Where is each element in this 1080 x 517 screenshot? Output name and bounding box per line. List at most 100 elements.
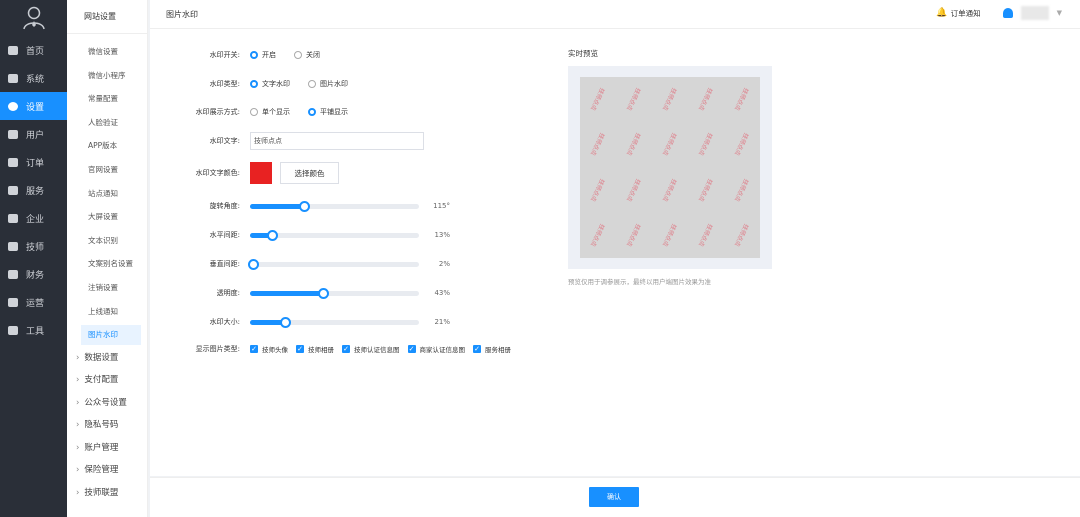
radio-circle[interactable] bbox=[250, 51, 258, 59]
slider-track[interactable] bbox=[250, 316, 419, 328]
checkbox-checked-icon[interactable]: ✓ bbox=[342, 345, 350, 353]
nav-item-8[interactable]: 财务 bbox=[0, 260, 67, 288]
checkbox-4[interactable]: ✓ 服务相册 bbox=[473, 344, 511, 354]
sub-menu-item[interactable]: 人脸验证 bbox=[88, 117, 118, 127]
bell-icon[interactable]: 🔔 bbox=[936, 8, 948, 18]
main-sidebar: 首页系统设置 用户 订单 服务企业技师财务 运营 工具 bbox=[0, 0, 67, 517]
sub-menu-item[interactable]: 文案别名设置 bbox=[88, 259, 133, 269]
sub-menu-item[interactable]: 微信小程序 bbox=[88, 70, 126, 80]
radio-switch-1[interactable]: 关闭 bbox=[294, 50, 320, 60]
sub-menu-item[interactable]: 站点通知 bbox=[88, 188, 118, 198]
color-swatch[interactable] bbox=[250, 162, 272, 184]
nav-item-4[interactable]: 订单 bbox=[0, 148, 67, 176]
choose-color-button[interactable]: 选择颜色 bbox=[280, 162, 339, 184]
checkbox-checked-icon[interactable]: ✓ bbox=[250, 345, 258, 353]
gear-icon bbox=[8, 101, 18, 111]
slider-handle[interactable] bbox=[280, 316, 292, 328]
sub-menu-group[interactable]: 隐私号码 bbox=[67, 414, 147, 437]
slider-row: 水平间距: 13% bbox=[150, 227, 450, 243]
radio-circle[interactable] bbox=[294, 51, 302, 59]
link-icon bbox=[8, 185, 18, 195]
slider-row: 旋转角度: 115° bbox=[150, 198, 450, 214]
nav-item-label: 首页 bbox=[26, 46, 45, 57]
checkbox-0[interactable]: ✓ 技师头像 bbox=[250, 344, 288, 354]
radio-switch-0[interactable]: 开启 bbox=[250, 50, 276, 60]
slider-track[interactable] bbox=[250, 287, 419, 299]
monitor-icon bbox=[8, 45, 18, 55]
sub-menu-item[interactable]: 文本识别 bbox=[88, 235, 118, 245]
nav-item-0[interactable]: 首页 bbox=[0, 36, 67, 64]
slider-handle[interactable] bbox=[298, 200, 310, 212]
username-blurred[interactable] bbox=[1020, 6, 1049, 20]
checkbox-checked-icon[interactable]: ✓ bbox=[407, 345, 416, 353]
nav-item-label: 系统 bbox=[26, 74, 45, 85]
checkbox-3[interactable]: ✓ 商家认证信息图 bbox=[407, 344, 466, 354]
slider-value: 43% bbox=[434, 289, 450, 297]
watermark-text-input[interactable] bbox=[250, 132, 424, 150]
slider-value: 21% bbox=[434, 318, 450, 326]
radio-circle[interactable] bbox=[308, 108, 316, 116]
slider-label: 旋转角度: bbox=[209, 202, 240, 210]
radio-circle[interactable] bbox=[250, 108, 258, 116]
radio-label: 文字水印 bbox=[262, 80, 290, 88]
radio-type-0[interactable]: 文字水印 bbox=[250, 79, 290, 89]
watermark-text: 技师点点 bbox=[588, 132, 606, 157]
nav-item-label: 企业 bbox=[26, 214, 45, 225]
radio-circle[interactable] bbox=[250, 80, 258, 88]
nav-item-1[interactable]: 系统 bbox=[0, 64, 67, 92]
order-notify-link[interactable]: 订单通知 bbox=[950, 8, 981, 18]
checkbox-checked-icon[interactable]: ✓ bbox=[296, 345, 304, 353]
checkbox-label: 商家认证信息图 bbox=[419, 346, 466, 354]
slider-fill bbox=[250, 232, 272, 238]
radio-circle[interactable] bbox=[308, 80, 316, 88]
nav-item-5[interactable]: 服务 bbox=[0, 176, 67, 204]
slider-handle[interactable] bbox=[317, 287, 329, 299]
slider-track[interactable] bbox=[250, 229, 419, 241]
slider-value: 2% bbox=[438, 260, 450, 268]
sub-menu-item[interactable]: APP版本 bbox=[88, 141, 118, 151]
sub-menu-group[interactable]: 数据设置 bbox=[67, 347, 147, 370]
slider-handle[interactable] bbox=[248, 258, 260, 270]
sub-menu-item[interactable]: 大屏设置 bbox=[88, 212, 118, 222]
sub-menu-item[interactable]: 微信设置 bbox=[88, 47, 118, 56]
sub-menu-group[interactable]: 账户管理 bbox=[67, 437, 147, 460]
radio-type-1[interactable]: 图片水印 bbox=[308, 79, 348, 89]
sub-menu-group[interactable]: 技师联盟 bbox=[67, 482, 147, 505]
checkbox-2[interactable]: ✓ 技师认证信息图 bbox=[342, 344, 400, 354]
radio-mode-1[interactable]: 平铺显示 bbox=[308, 107, 348, 117]
sub-menu-group[interactable]: 支付配置 bbox=[67, 369, 147, 392]
sub-menu-item[interactable]: 上线通知 bbox=[88, 306, 118, 316]
confirm-button[interactable]: 确认 bbox=[589, 487, 639, 507]
nav-item-3[interactable]: 用户 bbox=[0, 120, 67, 148]
watermark-type-row: 水印类型: 文字水印 图片水印 bbox=[209, 79, 348, 89]
watermark-text: 技师点点 bbox=[624, 132, 642, 157]
watermark-text: 技师点点 bbox=[732, 222, 750, 248]
slider-track[interactable] bbox=[250, 200, 419, 212]
slider-value: 13% bbox=[434, 231, 450, 239]
checkbox-1[interactable]: ✓ 技师相册 bbox=[296, 344, 334, 354]
slider-track[interactable] bbox=[248, 258, 419, 270]
radio-mode-0[interactable]: 单个显示 bbox=[250, 107, 290, 117]
sub-menu-item[interactable]: 图片水印 bbox=[81, 325, 141, 346]
slider-handle[interactable] bbox=[266, 229, 278, 241]
watermark-text: 技师点点 bbox=[660, 177, 678, 203]
sub-menu-group[interactable]: 公众号设置 bbox=[67, 392, 147, 415]
nav-item-7[interactable]: 技师 bbox=[0, 232, 67, 260]
chevron-down-icon[interactable]: ▼ bbox=[1056, 9, 1062, 17]
nav-item-label: 技师 bbox=[26, 242, 45, 253]
avatar[interactable] bbox=[1002, 8, 1013, 18]
sub-menu-item[interactable]: 官网设置 bbox=[88, 164, 118, 174]
nav-item-2[interactable]: 设置 bbox=[0, 92, 67, 120]
sub-menu-group[interactable]: 保险管理 bbox=[67, 459, 147, 482]
preview-panel: 技师点点 技师点点 技师点点 技师点点 技师点点 技师点点 技师点点 技师点点 技师点点 技师点点… bbox=[568, 66, 772, 269]
sub-menu-item[interactable]: 常量配置 bbox=[88, 94, 118, 104]
nav-item-10[interactable]: 工具 bbox=[0, 316, 67, 344]
watermark-text-row: 水印文字: bbox=[150, 132, 424, 150]
nav-item-6[interactable]: 企业 bbox=[0, 204, 67, 232]
slider-label: 垂直间距: bbox=[209, 260, 240, 268]
sub-menu-item[interactable]: 注销设置 bbox=[88, 282, 118, 292]
checkbox-checked-icon[interactable]: ✓ bbox=[473, 345, 481, 353]
watermark-text: 技师点点 bbox=[732, 86, 750, 112]
nav-item-9[interactable]: 运营 bbox=[0, 288, 67, 316]
radio-label: 单个显示 bbox=[262, 108, 290, 116]
